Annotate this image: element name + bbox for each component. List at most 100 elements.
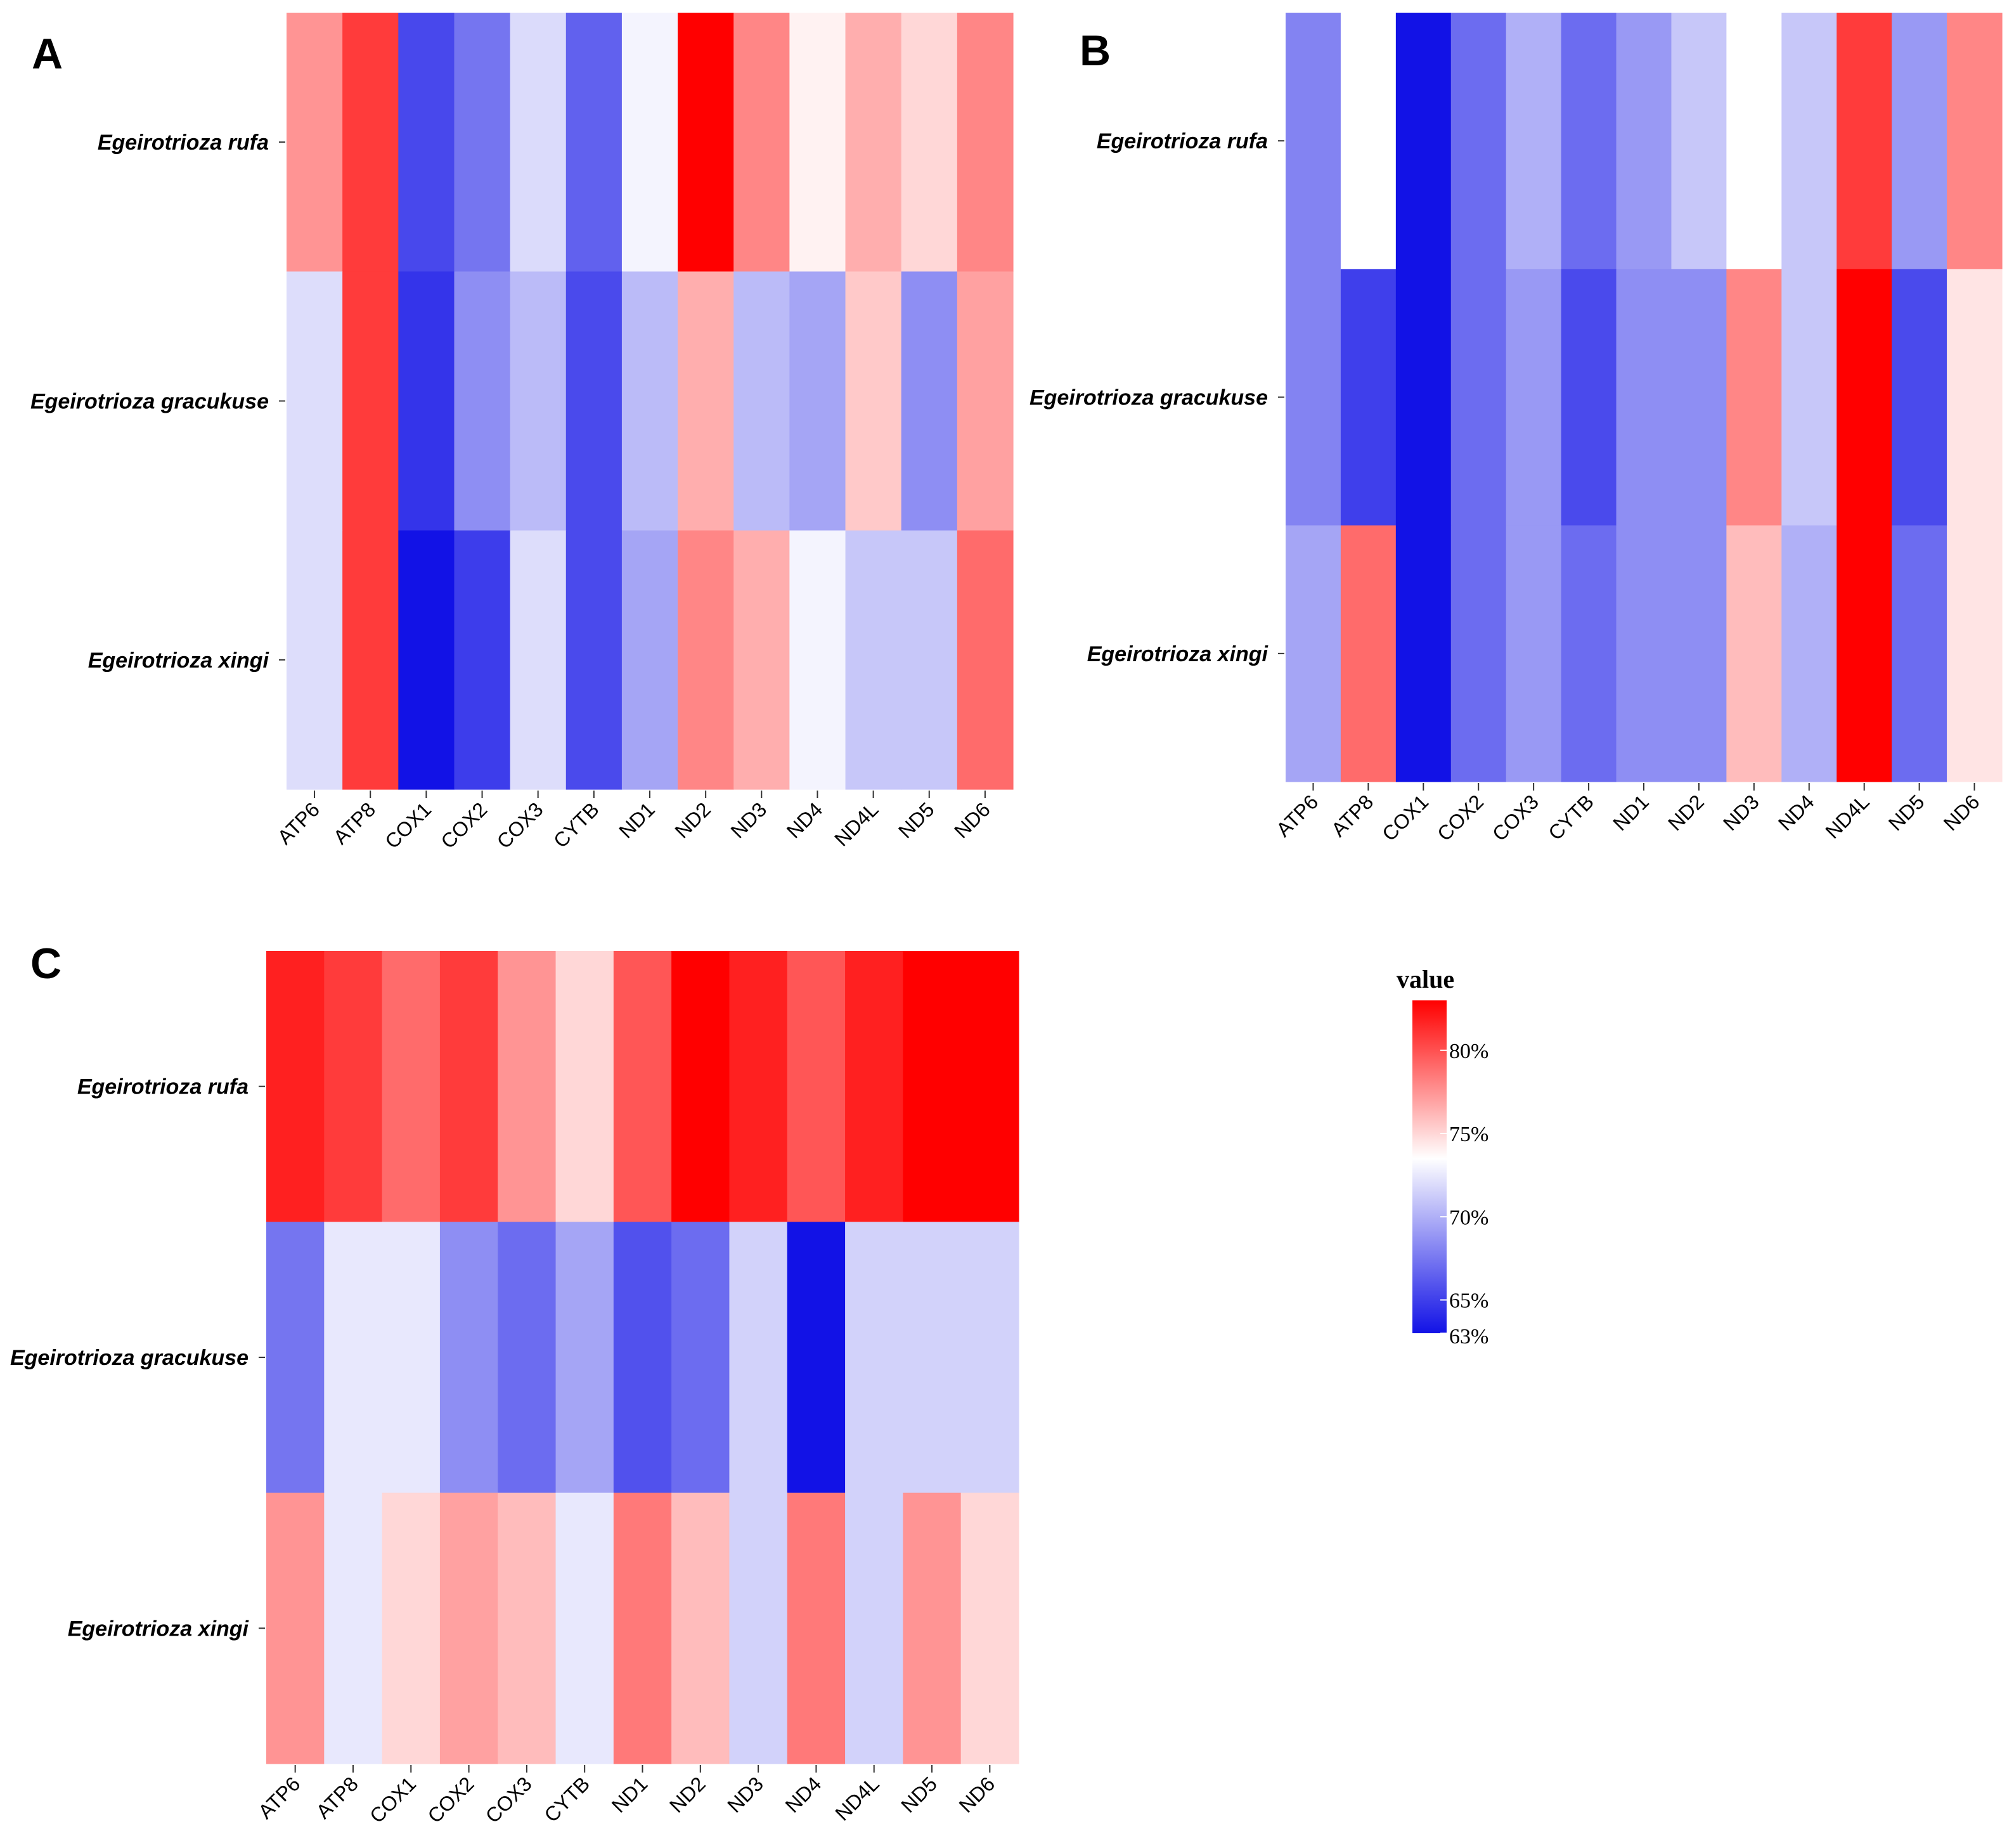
column-label: ATP8 — [312, 1772, 363, 1823]
heatmap-cell — [671, 951, 730, 1222]
heatmap-cell — [324, 951, 383, 1222]
heatmap-cell — [901, 530, 958, 790]
heatmap-cell — [960, 1492, 1019, 1764]
heatmap-cell — [555, 1492, 614, 1764]
heatmap-cell — [498, 1222, 557, 1494]
heatmap-cell — [510, 530, 567, 790]
heatmap-cell — [1726, 525, 1782, 782]
heatmap-cell — [398, 13, 455, 272]
heatmap-cell — [1340, 13, 1397, 269]
heatmap-cell — [382, 951, 441, 1222]
column-label: ND2 — [665, 1772, 710, 1817]
heatmap-cell — [439, 1222, 498, 1494]
heatmap-cell — [845, 271, 902, 531]
heatmap-cell — [903, 951, 962, 1222]
heatmap-cell — [1836, 525, 1892, 782]
heatmap-cell — [1892, 525, 1947, 782]
column-label: ATP6 — [273, 798, 324, 848]
heatmap-cell — [324, 1222, 383, 1494]
column-label: CYTB — [1544, 790, 1598, 844]
column-label: COX3 — [1488, 790, 1543, 845]
heatmap-cell — [613, 951, 672, 1222]
heatmap-cell — [1671, 13, 1727, 269]
row-label: Egeirotrioza rufa — [98, 131, 269, 155]
row-label: Egeirotrioza xingi — [1087, 642, 1269, 666]
heatmap-cell — [1506, 525, 1562, 782]
legend-ticks: 63% 65% 70% 75% 80% — [1440, 1040, 1488, 1348]
column-label: ND4L — [830, 1772, 883, 1825]
heatmap-cell — [621, 13, 678, 272]
heatmap-cell — [555, 951, 614, 1222]
column-label: ND3 — [1719, 790, 1764, 835]
heatmap-cell — [729, 1222, 788, 1494]
legend-tick-label: 63% — [1449, 1325, 1488, 1348]
column-label: ND4 — [781, 1772, 826, 1817]
column-label: ND4 — [1774, 790, 1819, 835]
heatmap-cell — [960, 951, 1019, 1222]
heatmap-cell — [1836, 13, 1892, 269]
heatmap-cell — [613, 1222, 672, 1494]
heatmap-cell — [510, 13, 567, 272]
heatmap-cell — [1450, 525, 1507, 782]
column-label: ND5 — [896, 1772, 941, 1817]
heatmap-cell — [903, 1492, 962, 1764]
legend-tick-label: 70% — [1449, 1206, 1488, 1229]
heatmap-cell — [960, 1222, 1019, 1494]
heatmap-cell — [1947, 13, 2003, 269]
legend-tick-label: 65% — [1449, 1289, 1488, 1313]
heatmap-cell — [845, 951, 903, 1222]
heatmap-cell — [787, 1492, 846, 1764]
panel-letter-a: A — [32, 30, 63, 78]
heatmap-cell — [789, 13, 846, 272]
heatmap-cell — [266, 1222, 325, 1494]
row-label: Egeirotrioza xingi — [88, 649, 270, 673]
column-label: ND5 — [1884, 790, 1929, 835]
column-label: ND5 — [894, 798, 939, 843]
column-label: COX1 — [1378, 790, 1433, 845]
column-label: ATP8 — [329, 798, 380, 848]
heatmap-cell — [621, 530, 678, 790]
column-label: COX2 — [423, 1772, 478, 1827]
column-label: COX3 — [493, 798, 548, 853]
panel-b: B Egeirotrioza rufa Egeirotrioza gracukus… — [1030, 13, 2003, 846]
heatmap-cell — [510, 271, 567, 531]
heatmap-cell — [678, 530, 734, 790]
row-label: Egeirotrioza gracukuse — [1030, 386, 1268, 410]
panel-c: C Egeirotrioza rufa Egeirotrioza gracukus… — [10, 940, 1019, 1828]
heatmap-cell — [787, 951, 846, 1222]
column-label: ND2 — [670, 798, 715, 843]
heatmap-cell — [1836, 269, 1892, 526]
heatmap-cell — [729, 951, 788, 1222]
heatmap-cell — [729, 1492, 788, 1764]
column-label: ATP6 — [254, 1772, 304, 1823]
heatmap-cell — [1450, 13, 1507, 269]
color-legend: value 63% 65% 70% 75% 80% — [1397, 965, 1488, 1348]
heatmap-cell — [342, 13, 399, 272]
heatmap-cell — [1286, 13, 1341, 269]
heatmap-cell — [901, 13, 958, 272]
legend-color-bar — [1412, 1000, 1447, 1333]
heatmap-a: Egeirotrioza rufa Egeirotrioza gracukuse E… — [30, 13, 1014, 853]
heatmap-cell — [1616, 269, 1672, 526]
column-label: ND6 — [955, 1772, 1000, 1817]
heatmap-cell — [1506, 13, 1562, 269]
heatmap-cell — [1395, 525, 1452, 782]
column-label: ND1 — [607, 1772, 652, 1817]
heatmap-cell — [324, 1492, 383, 1764]
column-label: COX2 — [1433, 790, 1488, 845]
heatmap-cell — [733, 271, 790, 531]
heatmap-cell — [1561, 13, 1617, 269]
heatmap-cell — [1616, 13, 1672, 269]
heatmap-cell — [1947, 269, 2003, 526]
heatmap-cell — [342, 530, 399, 790]
heatmap-cell — [266, 951, 325, 1222]
heatmap-cell — [903, 1222, 962, 1494]
heatmap-cell — [1395, 269, 1452, 526]
heatmap-cell — [957, 13, 1014, 272]
column-label: COX3 — [481, 1772, 536, 1827]
column-label: COX2 — [436, 798, 491, 853]
heatmap-cell — [1892, 269, 1947, 526]
heatmap-b: Egeirotrioza rufa Egeirotrioza gracukuse E… — [1030, 13, 2003, 846]
row-label: Egeirotrioza rufa — [77, 1075, 249, 1099]
heatmap-cell — [845, 1222, 903, 1494]
